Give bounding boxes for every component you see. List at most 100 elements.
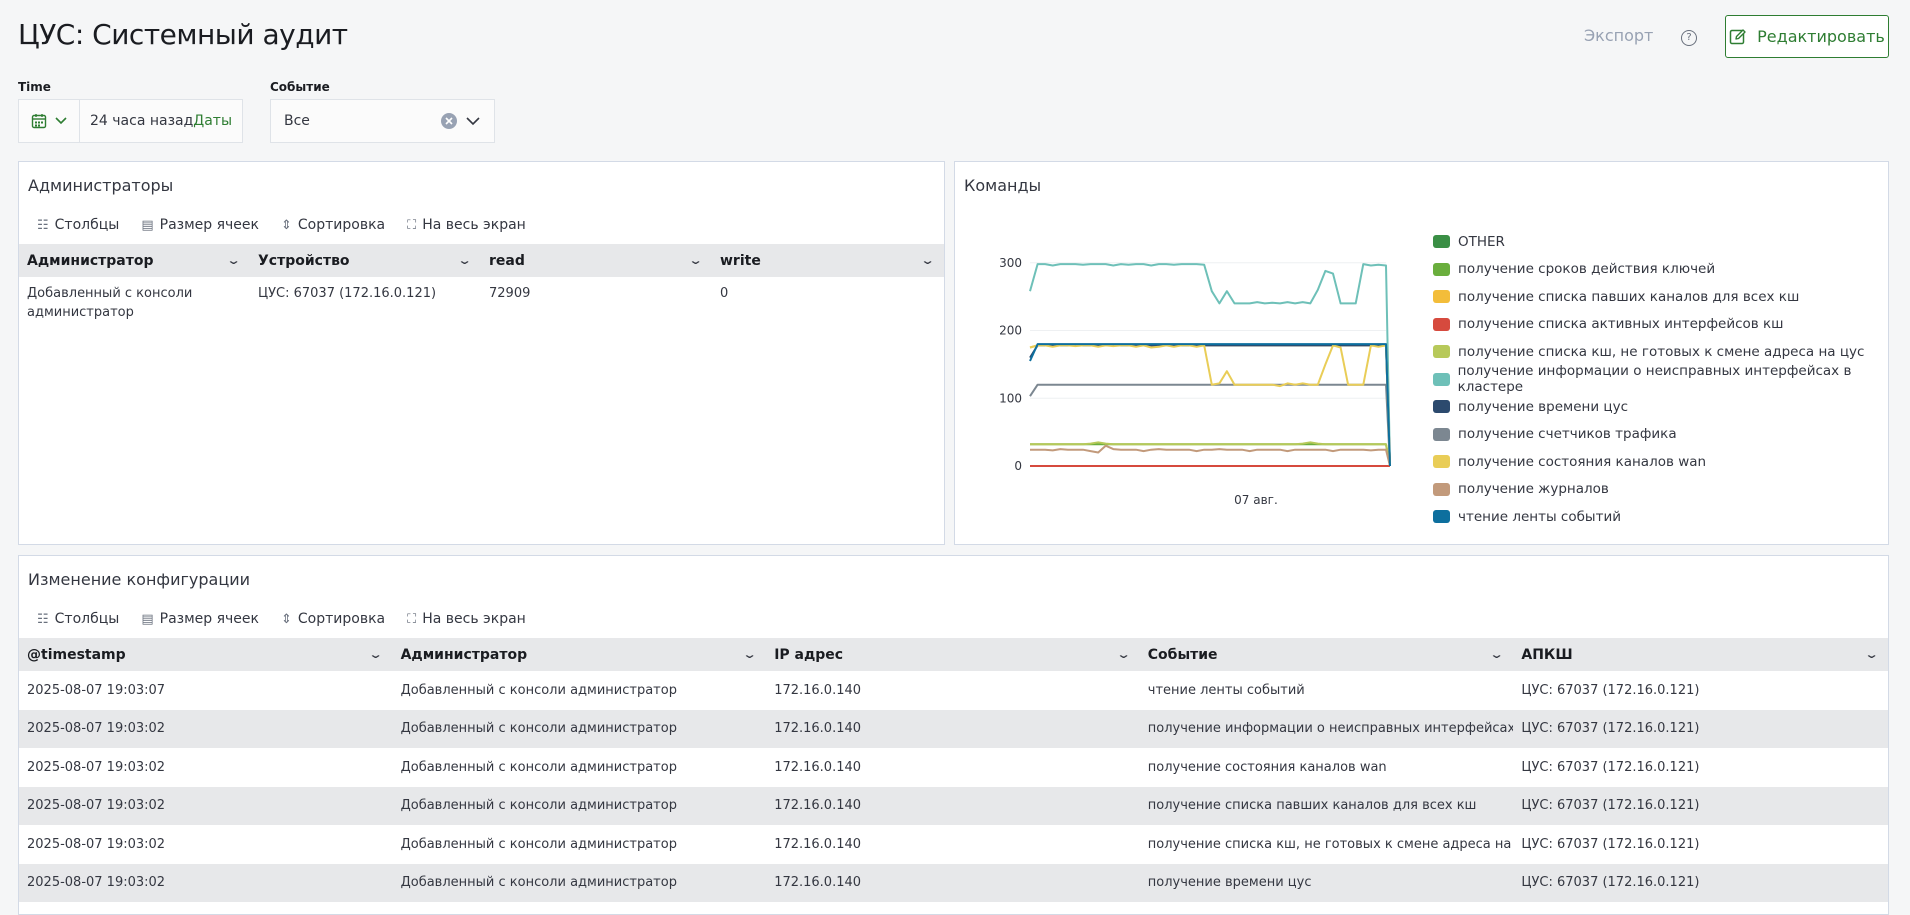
legend-label: получение информации о неисправных интер… [1457, 363, 1852, 396]
legend-label: чтение ленты событий [1458, 508, 1621, 525]
columns-label: Столбцы [54, 611, 120, 627]
chevron-down-icon[interactable]: ⌄ [742, 648, 757, 661]
legend-label: получение списка павших каналов для всех… [1458, 288, 1800, 305]
chevron-down-icon[interactable]: ⌄ [226, 254, 241, 267]
legend-label: получение состояния каналов wan [1458, 453, 1707, 470]
column-header[interactable]: Администратор ⌄ [400, 647, 757, 663]
chevron-down-icon[interactable]: ⌄ [920, 254, 935, 267]
columns-label: Столбцы [54, 217, 120, 233]
table-cell: Добавленный с консоли администратор [400, 798, 677, 813]
columns-button[interactable]: ☷ Столбцы [37, 217, 119, 233]
fullscreen-label: На весь экран [422, 217, 526, 233]
config-table-header: @timestamp ⌄ Администратор ⌄ IP адрес ⌄ Соб… [19, 638, 1888, 671]
event-filter-select[interactable]: Все [270, 99, 495, 143]
chevron-down-icon[interactable] [466, 116, 480, 126]
legend-item[interactable]: получение списка павших каналов для всех… [1433, 283, 1910, 311]
commands-line-chart: 0 100 200 300 07 авг. [999, 256, 1391, 507]
admins-panel-title: Администраторы [28, 176, 174, 195]
series-line [1029, 344, 1391, 467]
table-cell: 72909 [489, 286, 531, 301]
date-picker-toggle[interactable] [19, 100, 80, 142]
table-cell: 172.16.0.140 [774, 721, 862, 736]
table-cell: получение времени цус [1147, 875, 1312, 890]
table-cell: Добавленный с консоли администратор [400, 682, 677, 698]
legend-item[interactable]: получение списка активных интерфейсов кш [1433, 311, 1910, 339]
legend-swatch [1433, 400, 1450, 414]
time-range-value[interactable]: 24 часа назад [90, 113, 194, 129]
series-line [1030, 441, 1391, 467]
series-line [1030, 443, 1391, 467]
columns-button[interactable]: ☷ Столбцы [37, 611, 119, 627]
column-header[interactable]: Устройство ⌄ [258, 253, 472, 269]
columns-icon: ☷ [37, 611, 49, 627]
table-cell: Добавленный с консоли администратор [400, 836, 677, 852]
chart-legend: OTHER получение сроков действия ключей пол… [1433, 228, 1910, 531]
table-cell: Добавленный с консоли администратор [27, 286, 193, 320]
legend-swatch [1433, 317, 1450, 331]
time-filter: 24 часа назад Даты [18, 99, 243, 143]
legend-swatch [1433, 427, 1450, 441]
chevron-down-icon[interactable]: ⌄ [1489, 648, 1505, 661]
table-cell: 172.16.0.140 [774, 875, 862, 890]
table-cell: ЦУС: 67037 (172.16.0.121) [258, 286, 437, 301]
sort-button[interactable]: ⇕ Сортировка [281, 217, 385, 233]
column-header[interactable]: АПКШ ⌄ [1521, 647, 1879, 663]
export-link[interactable]: Экспорт [1584, 26, 1654, 45]
sort-icon: ⇕ [280, 611, 292, 627]
table-cell: Добавленный с консоли администратор [400, 721, 677, 736]
table-cell: 2025-08-07 19:03:07 [27, 682, 166, 698]
table-cell: Добавленный с консоли администратор [400, 759, 677, 775]
legend-swatch [1433, 455, 1450, 469]
chevron-down-icon[interactable]: ⌄ [457, 254, 472, 267]
legend-swatch [1433, 262, 1450, 276]
commands-panel: Команды [954, 161, 1889, 545]
legend-item[interactable]: получение сроков действия ключей [1433, 256, 1910, 284]
y-tick-label: 200 [999, 324, 1022, 338]
fullscreen-icon: ⛶ [407, 217, 417, 233]
edit-button[interactable]: Редактировать [1725, 15, 1889, 58]
column-header[interactable]: @timestamp ⌄ [27, 647, 384, 663]
legend-swatch [1433, 510, 1450, 524]
legend-swatch [1433, 345, 1450, 359]
table-density-icon: ▤ [141, 611, 154, 627]
cell-size-button[interactable]: ▤ Размер ячеек [141, 217, 259, 233]
chevron-down-icon[interactable]: ⌄ [1863, 648, 1879, 661]
fullscreen-button[interactable]: ⛶ На весь экран [407, 611, 526, 627]
legend-item[interactable]: получение состояния каналов wan [1433, 448, 1910, 476]
legend-label: получение списка кш, не готовых к смене … [1458, 343, 1865, 360]
legend-item[interactable]: OTHER [1433, 228, 1910, 256]
legend-item[interactable]: чтение ленты событий [1433, 503, 1910, 531]
sort-button[interactable]: ⇕ Сортировка [281, 611, 385, 627]
legend-item[interactable]: получение информации о неисправных интер… [1433, 363, 1910, 396]
column-header[interactable]: IP адрес ⌄ [774, 647, 1131, 663]
chevron-down-icon[interactable]: ⌄ [1115, 648, 1131, 661]
column-header[interactable]: Администратор ⌄ [27, 253, 241, 269]
column-header[interactable]: read ⌄ [489, 253, 703, 269]
column-header[interactable]: write ⌄ [720, 253, 935, 269]
fullscreen-button[interactable]: ⛶ На весь экран [407, 217, 526, 233]
legend-item[interactable]: получение времени цус [1433, 393, 1910, 421]
admins-table-header: Администратор ⌄ Устройство ⌄ read ⌄ write ⌄ [19, 244, 944, 277]
chevron-down-icon[interactable]: ⌄ [688, 254, 703, 267]
legend-item[interactable]: получение журналов [1433, 476, 1910, 504]
table-cell: ЦУС: 67037 (172.16.0.121) [1521, 875, 1700, 890]
table-cell: ЦУС: 67037 (172.16.0.121) [1521, 798, 1700, 813]
help-icon[interactable]: ? [1681, 30, 1697, 46]
legend-swatch [1433, 290, 1450, 304]
table-cell: 2025-08-07 19:03:02 [27, 836, 166, 852]
page-title: ЦУС: Системный аудит [18, 18, 348, 51]
table-density-icon: ▤ [141, 217, 154, 233]
table-cell: ЦУС: 67037 (172.16.0.121) [1521, 836, 1700, 852]
calendar-icon [31, 114, 47, 129]
dates-link[interactable]: Даты [193, 113, 232, 129]
table-cell: 2025-08-07 19:03:02 [27, 759, 166, 775]
table-cell: Добавленный с консоли администратор [400, 875, 677, 890]
column-header[interactable]: Событие ⌄ [1147, 647, 1505, 663]
table-cell: 0 [720, 286, 729, 301]
chevron-down-icon[interactable]: ⌄ [368, 648, 384, 661]
legend-item[interactable]: получение счетчиков трафика [1433, 421, 1910, 449]
clear-icon[interactable] [440, 112, 458, 130]
legend-item[interactable]: получение списка кш, не готовых к смене … [1433, 338, 1910, 366]
cell-size-button[interactable]: ▤ Размер ячеек [141, 611, 259, 627]
sort-label: Сортировка [297, 611, 386, 627]
